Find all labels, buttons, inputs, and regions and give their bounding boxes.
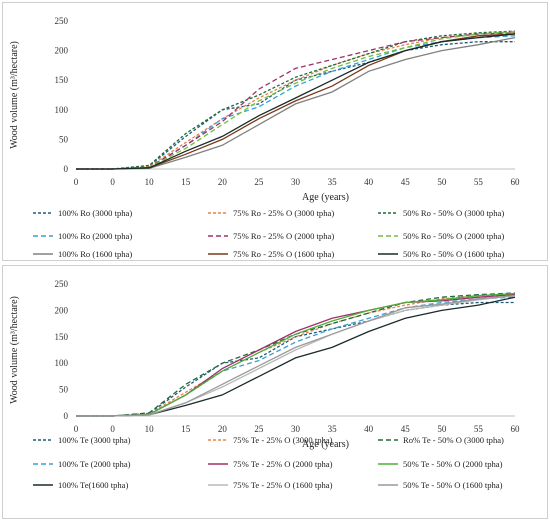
chart-0-series-line: [76, 33, 516, 170]
chart-1-x-tick-label: 50: [437, 424, 447, 434]
chart-0-legend-label: 100% Ro (3000 tpha): [58, 208, 132, 218]
chart-1-x-tick-label: 45: [401, 424, 411, 434]
chart-1-x-tick-label: 55: [474, 424, 484, 434]
chart-1-legend-label: 100% Te (3000 tpha): [58, 435, 131, 445]
chart-0-series-line: [76, 30, 516, 170]
chart-1-x-tick-label: 0: [110, 424, 115, 434]
chart-0-legend-label: 100% Ro (2000 tpha): [58, 231, 132, 241]
chart-1-x-tick-label: 35: [328, 424, 338, 434]
chart-0-series-line: [76, 35, 516, 170]
chart-1-y-tick-label: 200: [55, 305, 69, 315]
chart-0-y-tick-label: 200: [55, 46, 69, 56]
chart-0-x-tick-label: 25: [254, 177, 264, 187]
chart-0-series-line: [76, 36, 516, 170]
chart-1-x-tick-label: 20: [218, 424, 228, 434]
chart-0-x-tick-label: 55: [474, 177, 484, 187]
chart-0-y-tick-label: 250: [55, 16, 69, 26]
chart-0-x-tick-label: 40: [364, 177, 374, 187]
chart-1-legend-label: 50% Te - 50% O (1600 tpha): [403, 480, 503, 490]
chart-panel-top: 0 50 100 150 200 250 0 0 10 15 20 25 30 35 40 45 50 55 60 A…: [2, 2, 548, 261]
chart-1-x-tick-label: 10: [145, 424, 155, 434]
chart-1-series-line: [76, 296, 516, 417]
chart-0-x-tick-label: 30: [291, 177, 301, 187]
chart-0-series-line: [76, 41, 515, 170]
chart-0-x-tick-label: 0: [74, 177, 79, 187]
chart-1-series-line: [76, 294, 516, 417]
chart-0-legend-label: 75% Ro - 25% O (3000 tpha): [233, 208, 334, 218]
chart-panel-bottom: 0 50 100 150 200 250 0 0 10 15 20 25 30 35 40 45 50 55 60 A…: [2, 265, 548, 519]
chart-0-x-tick-label: 10: [145, 177, 155, 187]
chart-1-series-line: [76, 294, 516, 417]
chart-1-legend-label: 75% Te - 25% O (3000 tpha): [233, 435, 333, 445]
chart-0-y-tick-label: 50: [59, 134, 69, 144]
chart-1-legend-label: 50% Te - 50% O (2000 tpha): [403, 459, 503, 469]
chart-1-y-tick-label: 50: [59, 385, 69, 395]
chart-0-y-tick-label: 100: [55, 105, 69, 115]
chart-1-x-tick-label: 0: [74, 424, 79, 434]
chart-0-x-tick-label: 60: [511, 177, 521, 187]
chart-0-y-tick-label: 0: [64, 164, 69, 174]
chart-0-legend-label: 100% Ro (1600 tpha): [58, 249, 132, 259]
chart-1-x-tick-label: 40: [364, 424, 374, 434]
chart-1-x-tick-label: 60: [511, 424, 521, 434]
chart-0-x-tick-label: 20: [218, 177, 228, 187]
chart-1-y-tick-label: 250: [55, 279, 69, 289]
chart-1-legend-label: 100% Te (2000 tpha): [58, 459, 131, 469]
chart-0-x-tick-label: 15: [181, 177, 191, 187]
chart-1-legend-label: 75% Te - 25% O (2000 tpha): [233, 459, 333, 469]
chart-1-x-axis-title: Age (years): [302, 439, 349, 450]
chart-1-series-line: [76, 293, 516, 417]
chart-0-series-line: [76, 33, 516, 170]
chart-0-legend-label: 50% Ro - 50% O (2000 tpha): [403, 231, 504, 241]
chart-1-y-tick-label: 100: [55, 358, 69, 368]
chart-0-x-tick-label: 45: [401, 177, 411, 187]
chart-0-y-tick-label: 150: [55, 75, 69, 85]
chart-1-x-tick-label: 30: [291, 424, 301, 434]
chart-0-legend-label: 75% Ro - 25% O (2000 tpha): [233, 231, 334, 241]
chart-1-legend-label: 100% Te(1600 tpha): [58, 480, 128, 490]
chart-0-x-tick-label: 50: [437, 177, 447, 187]
chart-0-legend-label: 50% Ro - 50% O (3000 tpha): [403, 208, 504, 218]
chart-1-x-tick-label: 25: [254, 424, 264, 434]
chart-1-series-line: [76, 292, 516, 417]
chart-1-y-axis-title: Wood volume (m³/hectare): [9, 296, 20, 404]
chart-1-series-line: [76, 296, 516, 417]
chart-1-y-tick-label: 0: [64, 411, 69, 421]
chart-0-legend-label: 75% Ro - 25% O (1600 tpha): [233, 249, 334, 259]
chart-1-series-line: [76, 292, 516, 417]
chart-1-y-tick-label: 150: [55, 332, 69, 342]
chart-0-x-tick-label: 35: [328, 177, 338, 187]
chart-1-legend-label: 75% Te - 25% O (1600 tpha): [233, 480, 333, 490]
chart-1-x-tick-label: 15: [181, 424, 191, 434]
chart-1-series-line: [76, 293, 516, 417]
chart-0-x-axis-title: Age (years): [302, 192, 349, 203]
chart-0-y-axis-title: Wood volume (m³/hectare): [9, 41, 20, 149]
chart-1-series-line: [76, 301, 515, 417]
chart-0-legend-label: 50% Ro - 50% O (1600 tpha): [403, 249, 504, 259]
chart-0-x-tick-label: 0: [110, 177, 115, 187]
chart-1-legend-label: Ro% Te - 50% O (3000 tpha): [403, 435, 504, 445]
